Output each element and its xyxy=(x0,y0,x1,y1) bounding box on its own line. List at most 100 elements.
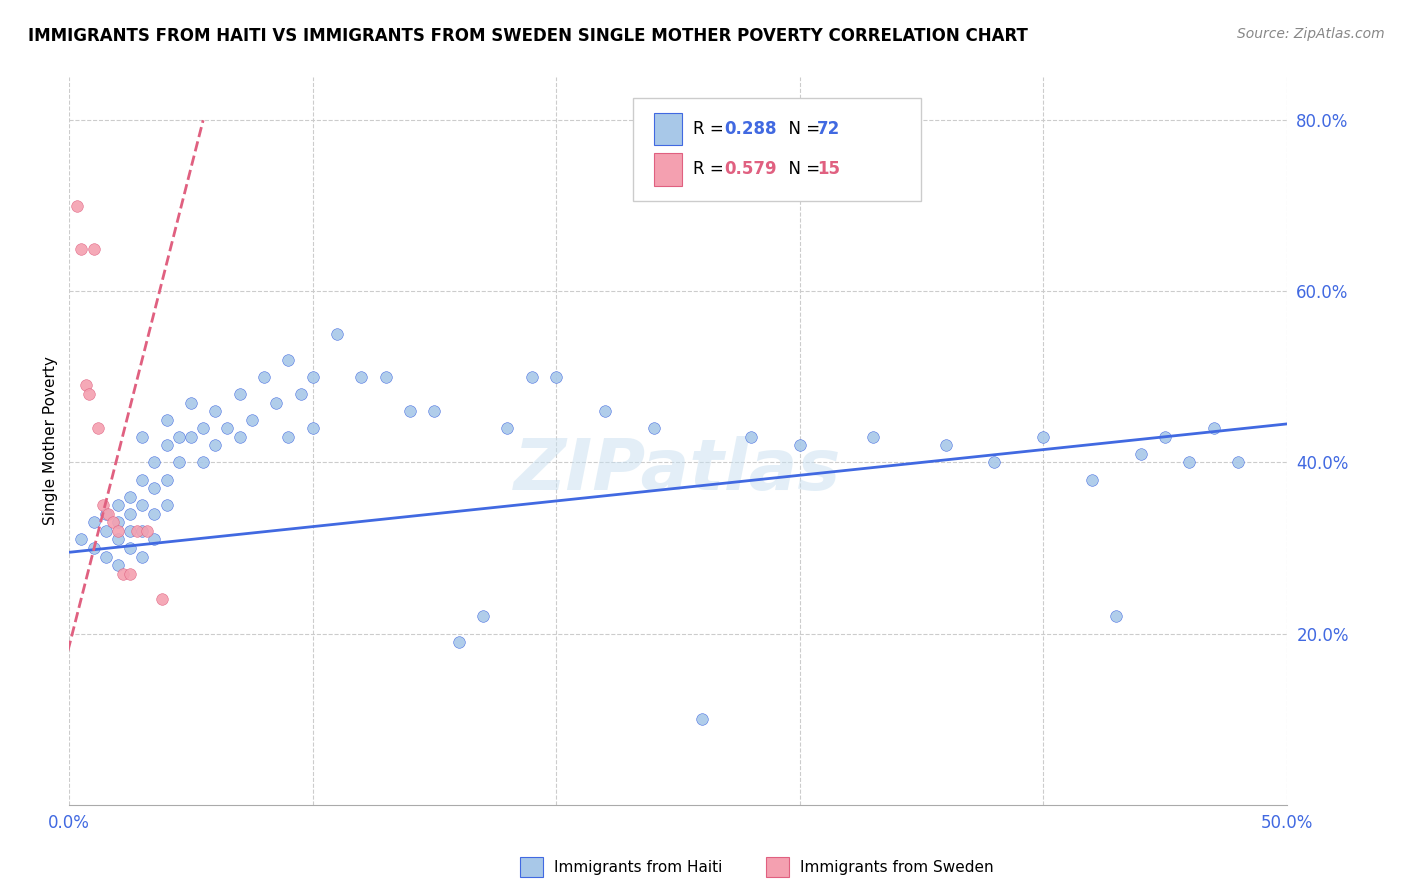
Point xyxy=(127,524,149,538)
Point xyxy=(935,438,957,452)
Point xyxy=(180,395,202,409)
Point xyxy=(546,370,568,384)
Point xyxy=(228,387,250,401)
Point xyxy=(143,481,166,495)
Text: 15: 15 xyxy=(817,161,839,178)
Point xyxy=(983,455,1005,469)
Point xyxy=(120,541,142,555)
Text: IMMIGRANTS FROM HAITI VS IMMIGRANTS FROM SWEDEN SINGLE MOTHER POVERTY CORRELATIO: IMMIGRANTS FROM HAITI VS IMMIGRANTS FROM… xyxy=(28,27,1028,45)
Point xyxy=(120,566,142,581)
Text: Immigrants from Haiti: Immigrants from Haiti xyxy=(554,860,723,874)
Point xyxy=(83,516,105,530)
Point xyxy=(277,352,299,367)
Point xyxy=(240,412,263,426)
Point xyxy=(643,421,665,435)
Point xyxy=(101,516,124,530)
Text: 0.579: 0.579 xyxy=(724,161,776,178)
Text: Source: ZipAtlas.com: Source: ZipAtlas.com xyxy=(1237,27,1385,41)
Point xyxy=(374,370,396,384)
Point xyxy=(399,404,422,418)
Point xyxy=(520,370,543,384)
Point xyxy=(131,498,153,512)
Point xyxy=(150,592,173,607)
Point xyxy=(204,404,226,418)
Text: N =: N = xyxy=(778,161,825,178)
Point xyxy=(180,430,202,444)
Point xyxy=(204,438,226,452)
Point xyxy=(1226,455,1249,469)
Point xyxy=(290,387,312,401)
Point xyxy=(97,507,120,521)
Point xyxy=(301,370,323,384)
Point xyxy=(217,421,239,435)
Point xyxy=(65,199,87,213)
Point xyxy=(87,421,110,435)
Point xyxy=(1153,430,1175,444)
Point xyxy=(1129,447,1152,461)
Point xyxy=(131,549,153,564)
Point xyxy=(447,635,470,649)
Point xyxy=(253,370,276,384)
Point xyxy=(690,712,713,726)
Point xyxy=(1202,421,1225,435)
Point xyxy=(156,498,179,512)
Point xyxy=(1081,473,1104,487)
Point xyxy=(107,516,129,530)
Point xyxy=(1178,455,1201,469)
Point xyxy=(326,327,349,342)
Text: R =: R = xyxy=(693,120,730,138)
Point xyxy=(77,387,100,401)
Point xyxy=(94,524,117,538)
Point xyxy=(94,549,117,564)
Point xyxy=(167,455,190,469)
Point xyxy=(1105,609,1128,624)
Point xyxy=(83,242,105,256)
Text: ZIPatlas: ZIPatlas xyxy=(515,435,842,505)
Point xyxy=(131,473,153,487)
Point xyxy=(156,473,179,487)
Point xyxy=(740,430,762,444)
Point xyxy=(167,430,190,444)
Point xyxy=(191,421,214,435)
Point xyxy=(301,421,323,435)
Point xyxy=(131,430,153,444)
Point xyxy=(496,421,519,435)
Point xyxy=(107,533,129,547)
Point xyxy=(156,412,179,426)
Point xyxy=(94,507,117,521)
Text: 0.288: 0.288 xyxy=(724,120,776,138)
Point xyxy=(120,524,142,538)
Point xyxy=(228,430,250,444)
Point xyxy=(111,566,134,581)
Point xyxy=(277,430,299,444)
Point xyxy=(423,404,446,418)
Point xyxy=(70,242,93,256)
Point xyxy=(143,455,166,469)
Point xyxy=(1032,430,1054,444)
Point xyxy=(191,455,214,469)
Point xyxy=(264,395,287,409)
Point xyxy=(107,558,129,573)
Text: N =: N = xyxy=(778,120,825,138)
Point xyxy=(156,438,179,452)
Point xyxy=(131,524,153,538)
Point xyxy=(120,490,142,504)
Point xyxy=(143,507,166,521)
Text: R =: R = xyxy=(693,161,730,178)
Point xyxy=(350,370,373,384)
Point xyxy=(120,507,142,521)
Point xyxy=(593,404,616,418)
Y-axis label: Single Mother Poverty: Single Mother Poverty xyxy=(44,357,58,525)
Point xyxy=(70,533,93,547)
Point xyxy=(472,609,495,624)
Point xyxy=(91,498,114,512)
Point xyxy=(107,498,129,512)
Text: Immigrants from Sweden: Immigrants from Sweden xyxy=(800,860,994,874)
Point xyxy=(143,533,166,547)
Point xyxy=(107,524,129,538)
Point xyxy=(75,378,97,392)
Point xyxy=(789,438,811,452)
Point xyxy=(83,541,105,555)
Point xyxy=(136,524,159,538)
Point xyxy=(862,430,884,444)
